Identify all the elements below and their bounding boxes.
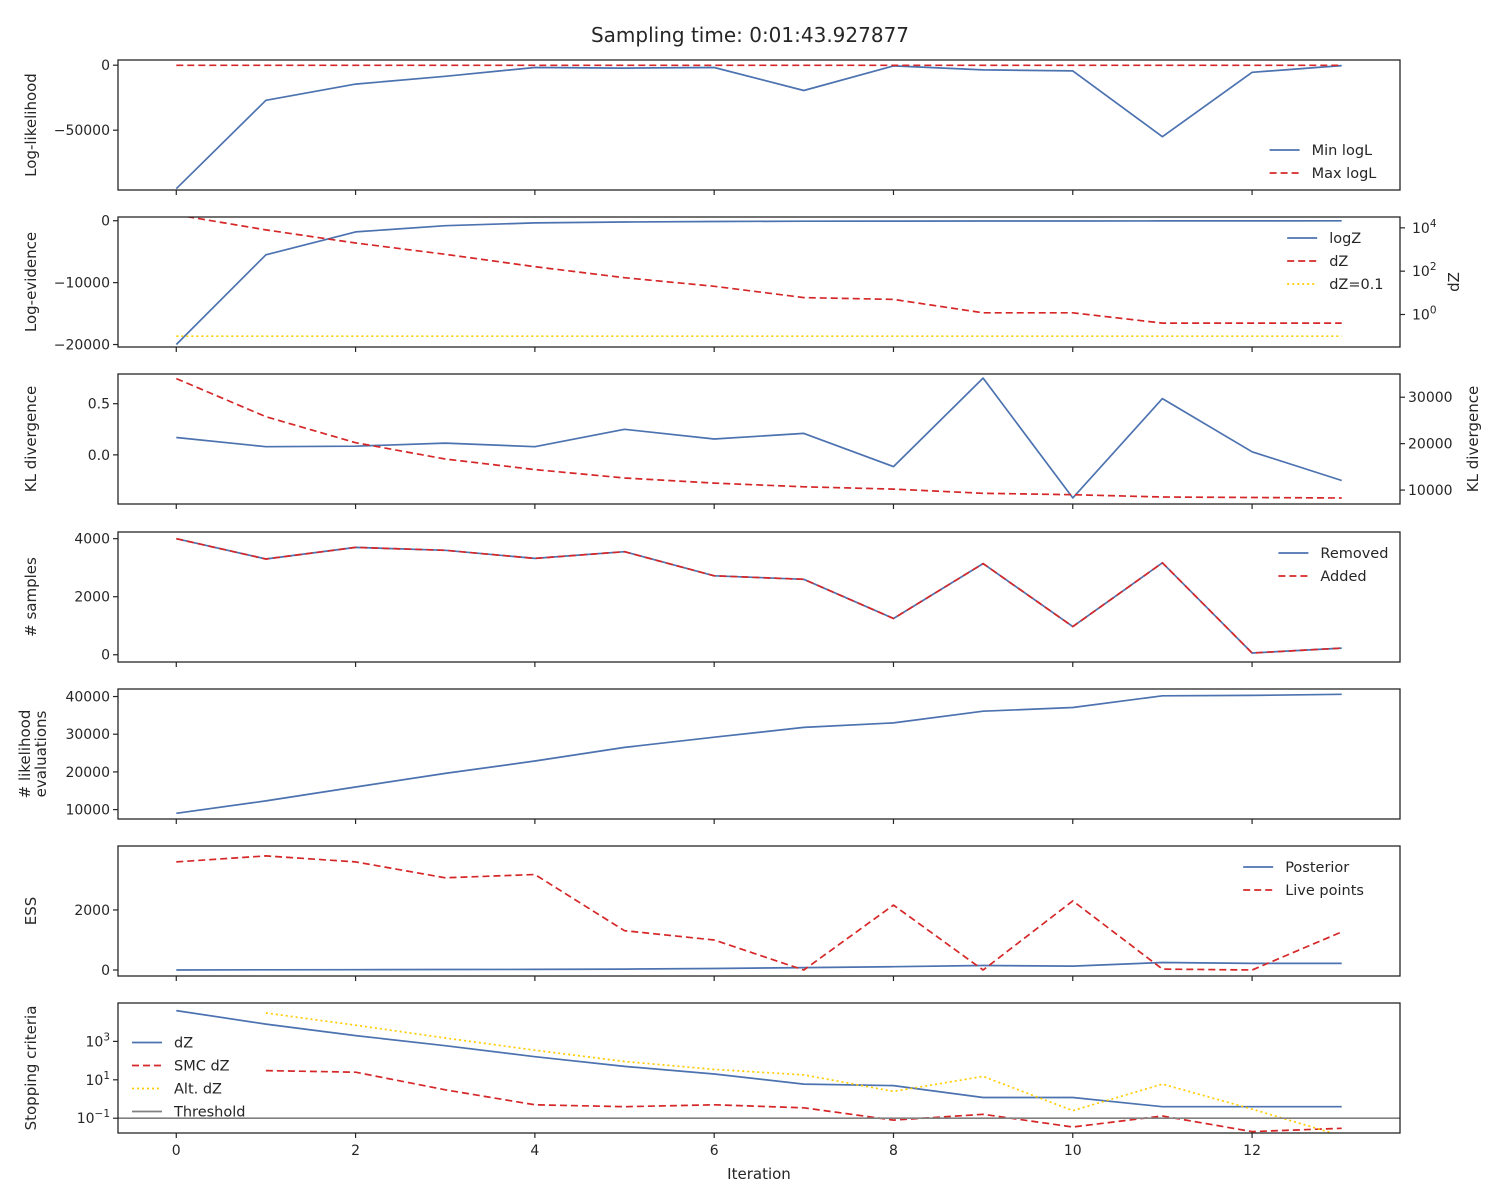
- right-y-tick-label: 30000: [1408, 390, 1453, 406]
- y-tick-label: 2000: [74, 903, 110, 919]
- y-tick-label: 0: [101, 214, 110, 230]
- smc-dz-line: [265, 1069, 1342, 1133]
- series-line: [176, 693, 1342, 815]
- series-group: [175, 64, 1342, 190]
- chart-panel-4: 4000 2000 0 # samples Removed Added: [22, 531, 1401, 667]
- right-y-tick-label: 20000: [1408, 437, 1453, 453]
- legend-label-smc-dz: SMC dZ: [174, 1059, 230, 1075]
- chart-panel-5: 40000 30000 20000 10000 # likelihoodevaluati…: [16, 688, 1401, 824]
- chart-panel-7: 103 101 10−1 Stopping criteria dZ SMC dZ Alt. …: [22, 1002, 1401, 1138]
- series-group: [175, 377, 1342, 499]
- added-line: [176, 537, 1342, 654]
- y-tick-label: 30000: [65, 727, 110, 743]
- y-tick-label: 0: [101, 58, 110, 74]
- chart-panel-3: 0.5 0.0 30000 20000 10000 KL divergence KL div…: [22, 373, 1482, 509]
- axes-frame: [117, 1002, 1401, 1134]
- y-axis-label: # likelihood: [16, 710, 34, 799]
- y-tick-label: 4000: [74, 532, 110, 548]
- y-axis-label: evaluations: [32, 710, 50, 797]
- dz-line: [176, 1009, 1342, 1108]
- x-tick-label: 10: [1064, 1143, 1082, 1159]
- series-group: [176, 537, 1342, 654]
- x-tick-label: 4: [530, 1143, 539, 1159]
- y-axis-label: ESS: [22, 897, 40, 926]
- right-y-tick-label: 100: [1412, 305, 1437, 324]
- logz-line: [175, 219, 1342, 346]
- legend-label-logz: logZ: [1329, 231, 1361, 247]
- legend-label-dz: dZ: [1329, 254, 1348, 270]
- axes-frame: [117, 373, 1401, 505]
- legend-label-min-logl: Min logL: [1312, 143, 1373, 159]
- y-tick-label: 2000: [74, 590, 110, 606]
- series-line: [176, 377, 1342, 499]
- series-group: [118, 1009, 1400, 1133]
- y-tick-label: −50000: [54, 123, 110, 139]
- legend-label-added: Added: [1320, 569, 1366, 585]
- y-axis-label: Log-likelihood: [22, 73, 40, 177]
- live-points-line: [176, 855, 1343, 971]
- axes-frame: [117, 845, 1401, 977]
- removed-line: [176, 537, 1342, 654]
- y-tick-label: 0.0: [88, 448, 110, 464]
- right-y-axis-label: KL divergence: [1464, 386, 1482, 492]
- y-axis-label: Log-evidence: [22, 232, 40, 332]
- axes-frame: [117, 531, 1401, 663]
- series-line: [175, 377, 1342, 499]
- legend-label-posterior: Posterior: [1285, 860, 1349, 876]
- x-axis-label: Iteration: [727, 1165, 791, 1183]
- min-logl-line: [175, 64, 1342, 190]
- legend-label-alt-dz: Alt. dZ: [174, 1082, 222, 1098]
- axes-frame: [117, 688, 1401, 820]
- legend-label-removed: Removed: [1320, 546, 1388, 562]
- y-tick-label: 103: [85, 1031, 110, 1050]
- axes-frame: [117, 216, 1401, 348]
- y-tick-label: −10000: [54, 276, 110, 292]
- y-axis-label: Stopping criteria: [22, 1006, 40, 1131]
- x-tick-label: 0: [172, 1143, 181, 1159]
- legend: Removed Added: [1278, 546, 1388, 585]
- x-tick-label: 12: [1243, 1143, 1261, 1159]
- legend-label-threshold: Threshold: [173, 1105, 245, 1121]
- axes-frame: [117, 59, 1401, 191]
- legend: dZ SMC dZ Alt. dZ Threshold: [132, 1036, 245, 1121]
- legend: Min logL Max logL: [1269, 143, 1377, 182]
- y-tick-label: 101: [85, 1070, 110, 1089]
- legend: Posterior Live points: [1243, 860, 1364, 899]
- dz-line: [184, 217, 1342, 324]
- right-y-tick-label: 104: [1412, 218, 1437, 237]
- y-tick-label: 10−1: [77, 1108, 110, 1127]
- x-tick-label: 2: [351, 1143, 360, 1159]
- alt-dz-line: [265, 1012, 1335, 1133]
- y-tick-label: 0.5: [88, 397, 110, 413]
- chart-panels: 0 −50000 Log-likelihood Min logL Max logL 0 −1…: [16, 58, 1482, 1138]
- right-y-tick-label: 10000: [1408, 483, 1453, 499]
- legend-label-dz-0-1: dZ=0.1: [1329, 277, 1383, 293]
- y-tick-label: 40000: [65, 690, 110, 706]
- y-tick-label: −20000: [54, 338, 110, 354]
- y-axis-label: KL divergence: [22, 386, 40, 492]
- right-y-tick-label: 102: [1412, 261, 1437, 280]
- figure-title: Sampling time: 0:01:43.927877: [591, 23, 909, 47]
- series-group: [176, 693, 1342, 815]
- right-y-axis-label: dZ: [1445, 272, 1463, 292]
- y-tick-label: 0: [101, 648, 110, 664]
- posterior-line: [176, 961, 1342, 971]
- series-group: [175, 217, 1342, 346]
- legend-label-dz: dZ: [174, 1036, 193, 1052]
- chart-panel-6: 2000 0 ESS Posterior Live points: [22, 845, 1401, 981]
- legend-label-live-points: Live points: [1285, 883, 1364, 899]
- legend: logZ dZ dZ=0.1: [1287, 231, 1384, 293]
- y-tick-label: 0: [101, 963, 110, 979]
- x-tick-label: 8: [889, 1143, 898, 1159]
- legend-label-max-logl: Max logL: [1312, 166, 1377, 182]
- x-axis-tick-labels: 0 2 4 6 8 10 12: [172, 1143, 1261, 1159]
- series-group: [176, 855, 1343, 971]
- chart-panel-1: 0 −50000 Log-likelihood Min logL Max logL: [22, 58, 1401, 195]
- y-tick-label: 10000: [65, 803, 110, 819]
- x-tick-label: 6: [710, 1143, 719, 1159]
- y-tick-label: 20000: [65, 765, 110, 781]
- y-axis-label: # samples: [22, 557, 40, 637]
